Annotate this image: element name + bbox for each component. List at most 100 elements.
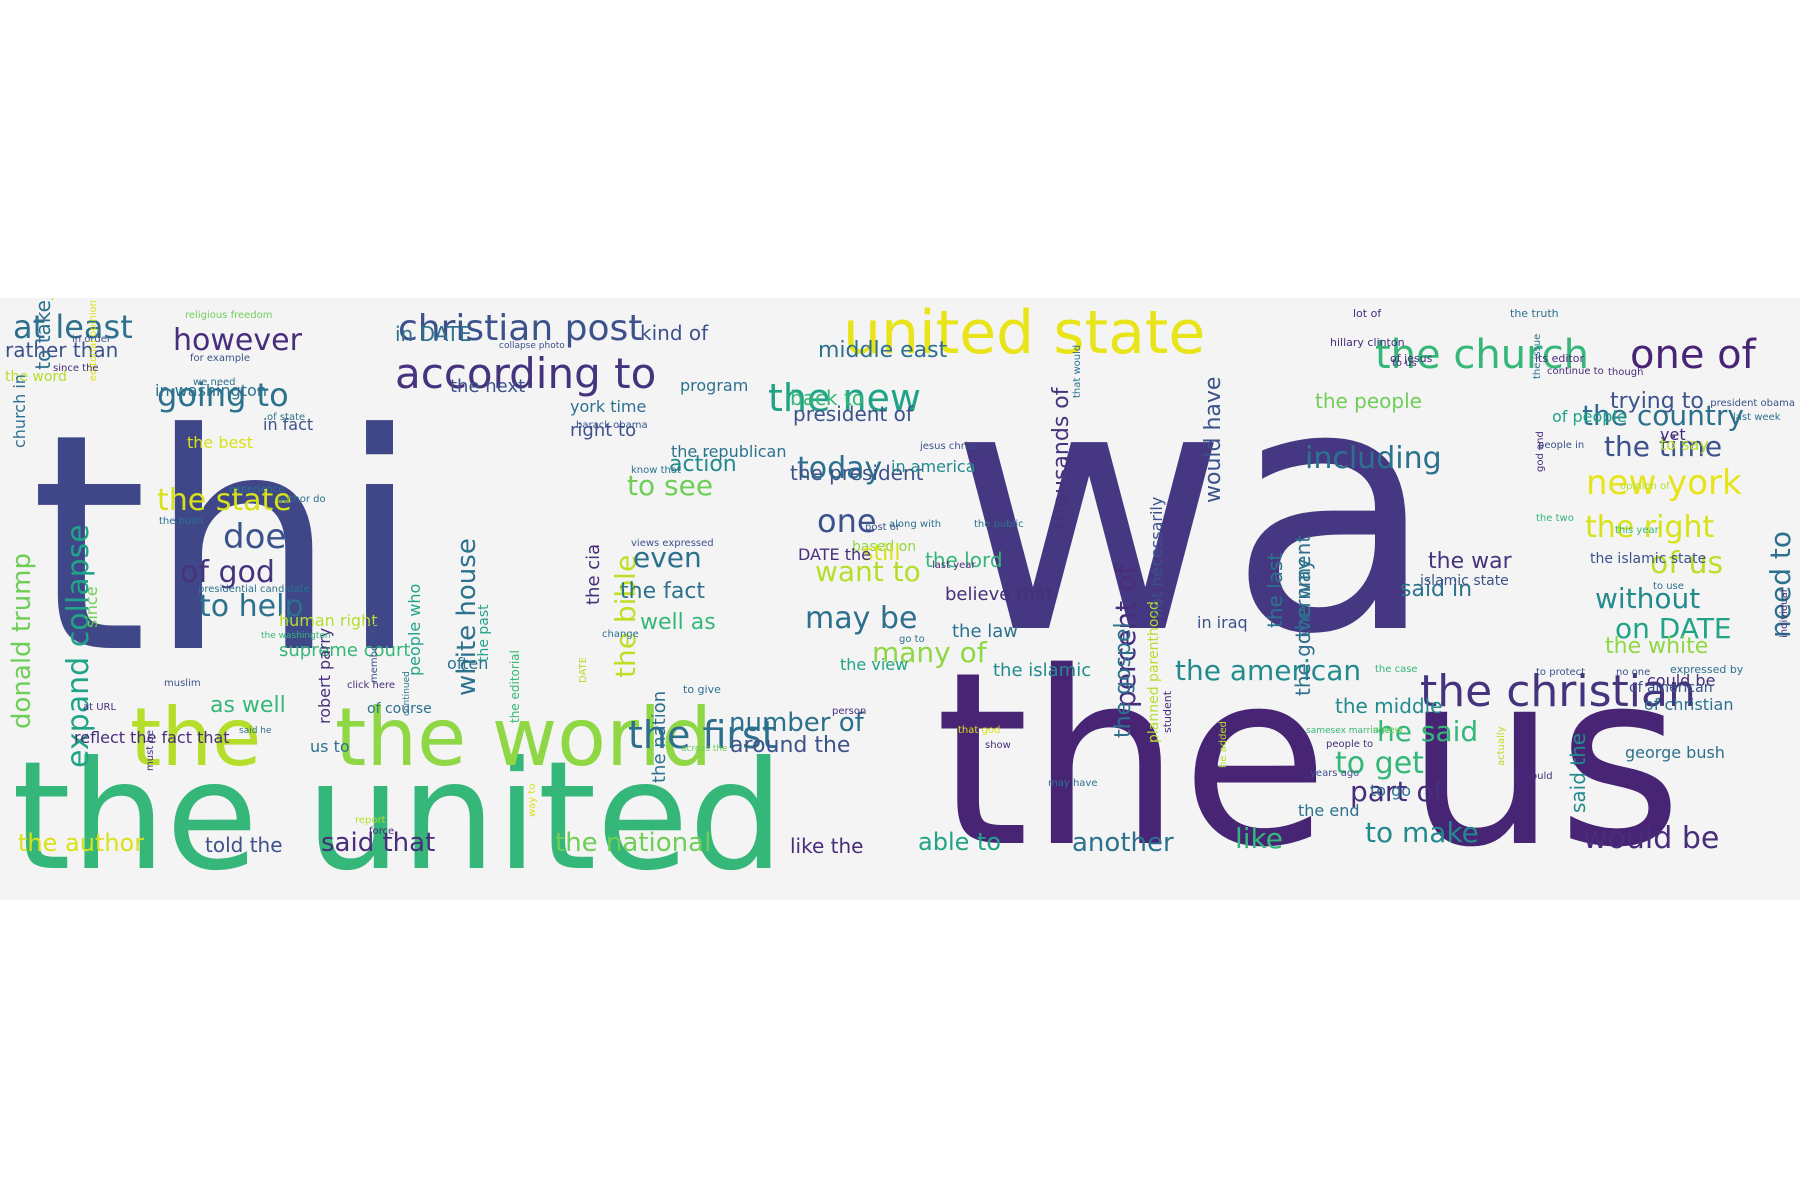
word-the-two: the two — [1536, 513, 1574, 524]
word-the-next: the next — [450, 376, 525, 397]
word-islamic-state: islamic state — [1420, 573, 1509, 589]
word-for-example: for example — [190, 353, 250, 364]
word-the-past: the past — [476, 604, 492, 662]
word-to-get: to get — [1335, 746, 1424, 781]
word-human-right: human right — [279, 611, 378, 630]
word-another: another — [1072, 828, 1174, 858]
word-the-first: the first — [628, 713, 777, 757]
word-the-way: the way — [1291, 558, 1315, 638]
word-president-of: president of — [793, 402, 914, 426]
word-expressed-by: expressed by — [1670, 663, 1744, 676]
word-able-to: able to — [918, 828, 1001, 856]
word-the-issue: the issue — [1532, 334, 1543, 379]
word-would-be: would be — [1583, 821, 1719, 856]
word-said-that: said that — [321, 828, 435, 858]
word-experience: experience — [229, 484, 284, 495]
word-in-order: in order — [72, 334, 112, 345]
word-since-the: since the — [53, 363, 99, 374]
word-number-of: number of — [729, 708, 865, 738]
word-the-editorial: the editorial — [508, 650, 522, 723]
word-the-country: the country — [1582, 399, 1744, 432]
word-the-best: the best — [187, 433, 253, 452]
word-hillary-clinton: hillary clinton — [1330, 336, 1405, 349]
word-members-of: members of — [369, 622, 380, 683]
word-the: the — [130, 691, 261, 784]
word-program: program — [680, 376, 748, 395]
word-the-truth: the truth — [1510, 307, 1559, 320]
word-the-bush: the bush — [159, 516, 203, 527]
word-may-have: may have — [1048, 778, 1098, 789]
word-said-the: said the — [1566, 733, 1590, 813]
word-of-state: of state — [267, 412, 305, 423]
word-the-gospel: the gospel — [1111, 622, 1136, 738]
word-god-and: god and — [1535, 431, 1546, 472]
word-yet: yet — [1660, 425, 1686, 444]
word-in-new: in new — [1370, 725, 1403, 736]
word-know-that: know that — [631, 465, 681, 476]
word-many-of: many of — [872, 636, 988, 669]
word-author-do: author do — [277, 494, 326, 505]
word-often: often — [447, 654, 488, 673]
word-people-in: people in — [1538, 440, 1584, 451]
word-not-necessarily: not necessarily — [1147, 497, 1166, 618]
word-force: force — [369, 826, 394, 837]
word-the-right: the right — [1585, 510, 1714, 545]
word-jesus-christ: jesus christ — [919, 441, 977, 452]
word-the-american: the american — [1175, 654, 1361, 687]
word-however: however — [173, 323, 303, 358]
word-along-with: along with — [889, 519, 941, 530]
word-part-of: part of — [1350, 775, 1444, 808]
word-middle-east: middle east — [818, 338, 948, 363]
word-united-state: united state — [843, 298, 1205, 368]
word-the-white: the white — [1605, 634, 1708, 659]
word-lot-of: lot of — [1353, 307, 1382, 320]
word-to-take: to take — [31, 300, 55, 370]
word-since: since — [82, 586, 101, 628]
word-to-see: to see — [627, 469, 713, 502]
word-thi: thi — [30, 370, 421, 719]
word-of-god: of god — [180, 555, 275, 590]
word-samesex-marriage: samesex marriage — [1306, 726, 1390, 736]
word-according-to: according to — [395, 349, 656, 398]
word-the-last: the last — [1263, 553, 1287, 628]
word-would-have: would have — [1201, 377, 1226, 503]
word-york-time: york time — [570, 397, 646, 416]
word-to-go: to go — [1370, 781, 1411, 800]
word-want-to: want to — [815, 555, 921, 588]
word-in-fact: in fact — [263, 415, 313, 434]
word-like: like — [1235, 822, 1283, 855]
word-donald-trump: donald trump — [7, 553, 37, 729]
word-report: report — [355, 815, 386, 826]
word-must-be: must be — [145, 730, 156, 771]
word-church-in: church in — [10, 374, 29, 448]
word-cloud: thi wa the us the united the world the united … — [0, 298, 1800, 900]
word-collapse-photo: collapse photo — [499, 341, 565, 351]
word-to-help: to help — [199, 589, 304, 624]
word-presidential-candidate: presidential candidate — [198, 584, 310, 595]
word-continued: continued — [402, 671, 412, 716]
word-he-added: he added — [1218, 721, 1229, 768]
word-the-fact: the fact — [620, 579, 705, 604]
word-one-of: one of — [1630, 332, 1757, 378]
word-show: show — [985, 740, 1011, 751]
word-to-make: to make — [1365, 816, 1479, 849]
word-at-url: at URL — [83, 702, 116, 713]
word-going-to: going to — [157, 376, 289, 414]
word-no-one: no one — [1616, 667, 1650, 678]
word-told-the: told the — [205, 833, 283, 857]
word-right-to: right to — [570, 420, 636, 441]
word-the-us: the us — [935, 620, 1682, 900]
word-the-republican: the republican — [671, 442, 787, 461]
word-the-church: the church — [1375, 332, 1589, 378]
word-the-united: the united — [12, 730, 784, 900]
word-person: person — [832, 706, 866, 717]
word-date: DATE — [578, 657, 589, 683]
word-the-law: the law — [952, 621, 1018, 642]
word-based-on: based on — [852, 539, 916, 555]
word-that-god: that god — [958, 725, 1000, 736]
word-way-to: way to — [527, 784, 538, 817]
word-the-new: the new — [768, 376, 921, 420]
word-the-case: the case — [1375, 664, 1418, 675]
word-need-to: need to — [1764, 531, 1797, 638]
